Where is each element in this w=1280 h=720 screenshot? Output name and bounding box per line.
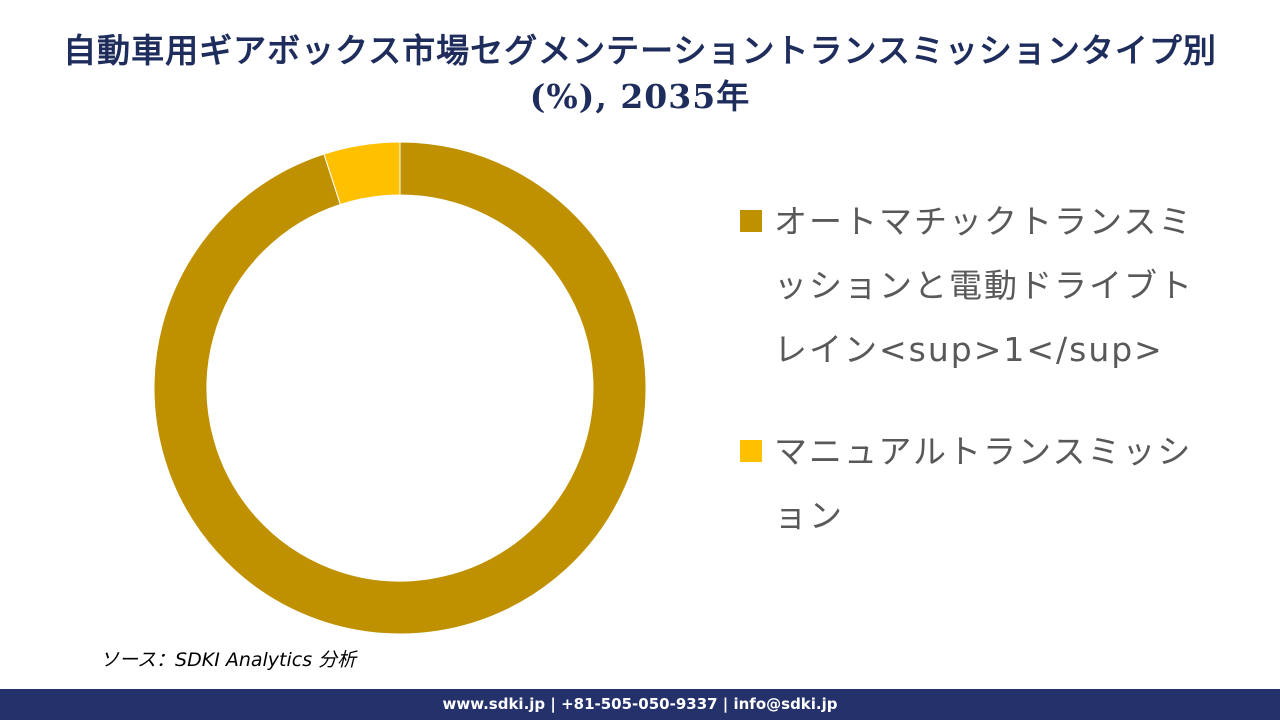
legend-swatch-automatic <box>740 210 762 232</box>
legend-item: オートマチックトランスミッションと電動ドライブトレイン<sup>1</sup> <box>740 190 1200 382</box>
donut-chart <box>153 141 647 635</box>
legend-label-automatic: オートマチックトランスミッションと電動ドライブトレイン<sup>1</sup> <box>774 202 1194 369</box>
source-note: ソース：SDKI Analytics 分析 <box>100 649 357 671</box>
legend-label-manual: マニュアルトランスミッション <box>774 432 1193 535</box>
legend-swatch-manual <box>740 440 762 462</box>
footer-contact-bar: www.sdki.jp | +81-505-050-9337 | info@sd… <box>0 689 1280 720</box>
legend-item: マニュアルトランスミッション <box>740 420 1200 548</box>
legend: オートマチックトランスミッションと電動ドライブトレイン<sup>1</sup> … <box>740 190 1200 586</box>
chart-title: 自動車用ギアボックス市場セグメンテーショントランスミッションタイプ別(%), 2… <box>63 31 1217 116</box>
donut-slice-automatic <box>153 141 647 635</box>
donut-slice-manual <box>323 141 401 206</box>
